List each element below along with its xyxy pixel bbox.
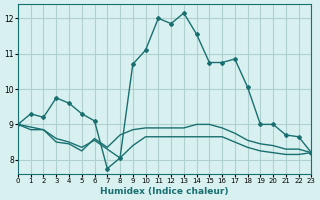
X-axis label: Humidex (Indice chaleur): Humidex (Indice chaleur) — [100, 187, 229, 196]
